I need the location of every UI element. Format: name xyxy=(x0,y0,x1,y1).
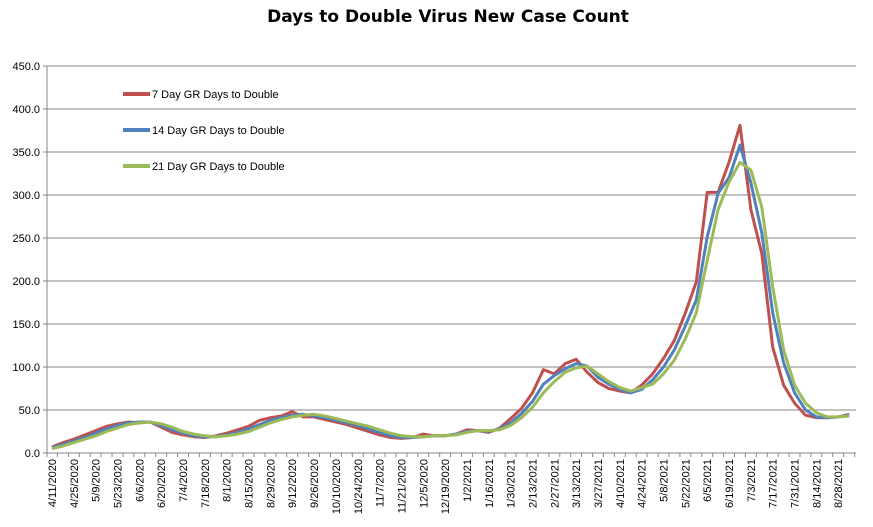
x-tick-label: 5/8/2021 xyxy=(659,459,671,502)
y-tick-label: 50.0 xyxy=(19,405,40,417)
series-line-3 xyxy=(51,160,850,451)
x-tick-label: 8/29/2020 xyxy=(265,459,277,508)
x-tick-label: 7/31/2021 xyxy=(790,459,802,508)
x-tick-label: 3/13/2021 xyxy=(571,459,583,508)
y-tick-label: 150.0 xyxy=(12,319,40,331)
legend-label: 7 Day GR Days to Double xyxy=(152,89,279,101)
y-tick-label: 100.0 xyxy=(12,362,40,374)
x-tick-label: 8/15/2020 xyxy=(244,459,256,508)
x-tick-label: 12/5/2020 xyxy=(418,459,430,508)
x-tick-label: 5/23/2020 xyxy=(113,459,125,508)
y-tick-label: 400.0 xyxy=(12,104,40,116)
legend: 7 Day GR Days to Double 14 Day GR Days to… xyxy=(123,89,285,173)
x-tick-label: 6/6/2020 xyxy=(134,459,146,502)
x-tick-label: 11/7/2020 xyxy=(375,459,387,507)
x-tick-label: 4/11/2020 xyxy=(47,459,59,507)
x-tick-label: 1/2/2021 xyxy=(462,459,474,502)
x-tick-label: 8/14/2021 xyxy=(811,459,823,508)
x-tick-label: 7/17/2021 xyxy=(768,459,780,508)
x-tick-label: 9/26/2020 xyxy=(309,459,321,508)
series-line-2 xyxy=(51,143,850,450)
x-tick-label: 8/28/2021 xyxy=(833,459,845,508)
gridlines xyxy=(47,65,856,411)
y-tick-label: 300.0 xyxy=(12,190,40,202)
legend-label: 14 Day GR Days to Double xyxy=(152,125,285,137)
x-tick-label: 7/4/2020 xyxy=(178,459,190,502)
x-tick-label: 11/21/2020 xyxy=(396,459,408,513)
y-tick-label: 0.0 xyxy=(25,448,40,460)
x-tick-label: 10/24/2020 xyxy=(353,459,365,514)
legend-label: 21 Day GR Days to Double xyxy=(152,161,285,173)
x-tick-label: 10/10/2020 xyxy=(331,459,343,514)
x-tick-label: 1/30/2021 xyxy=(506,459,518,508)
y-axis: 0.0 50.0 100.0 150.0 200.0 250.0 300.0 350.0 400… xyxy=(12,61,48,460)
x-tick-label: 6/19/2021 xyxy=(724,459,736,508)
x-tick-label: 4/24/2021 xyxy=(637,459,649,508)
x-tick-label: 7/3/2021 xyxy=(746,459,758,502)
y-tick-label: 350.0 xyxy=(12,147,40,159)
chart-title: Days to Double Virus New Case Count xyxy=(267,7,629,27)
x-tick-label: 1/16/2021 xyxy=(484,459,496,508)
y-tick-label: 450.0 xyxy=(12,61,40,73)
x-tick-label: 4/25/2020 xyxy=(69,459,81,508)
y-tick-label: 250.0 xyxy=(12,233,40,245)
series-lines xyxy=(51,123,850,451)
y-tick-label: 200.0 xyxy=(12,276,40,288)
x-tick-label: 6/20/2020 xyxy=(156,459,168,508)
x-tick-label: 7/18/2020 xyxy=(200,459,212,508)
x-tick-label: 5/22/2021 xyxy=(680,459,692,508)
x-tick-label: 8/1/2020 xyxy=(222,459,234,502)
x-tick-label: 4/10/2021 xyxy=(615,459,627,508)
x-tick-label: 6/5/2021 xyxy=(702,459,714,502)
x-tick-label: 2/13/2021 xyxy=(527,459,539,508)
x-tick-label: 3/27/2021 xyxy=(593,459,605,508)
x-tick-label: 12/19/2020 xyxy=(440,459,452,514)
x-axis: 4/11/2020 4/25/2020 5/9/2020 5/23/2020 6/6/2… xyxy=(46,452,856,514)
x-tick-label: 2/27/2021 xyxy=(549,459,561,508)
x-tick-label: 5/9/2020 xyxy=(91,459,103,502)
x-tick-label: 9/12/2020 xyxy=(287,459,299,508)
